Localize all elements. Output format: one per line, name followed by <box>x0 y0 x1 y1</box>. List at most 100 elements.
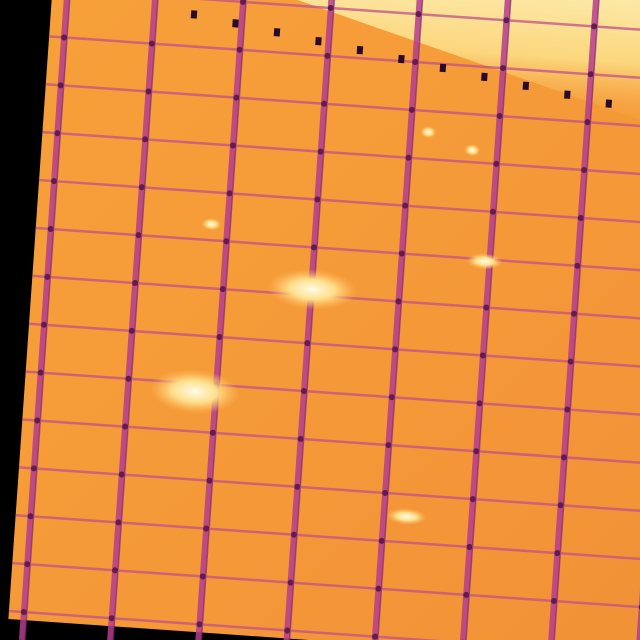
module-border <box>457 0 515 640</box>
clamp-dot <box>317 148 324 155</box>
clamp-dot <box>54 130 61 137</box>
clamp-dot <box>408 106 415 113</box>
clamp-dot <box>327 4 334 11</box>
module-border-shadow <box>550 0 603 640</box>
clamp-dot <box>301 388 308 395</box>
clamp-dot <box>463 591 470 598</box>
clamp-dot <box>591 23 598 30</box>
clamp-dot <box>314 196 321 203</box>
cell-border <box>25 370 640 418</box>
clamp-dot <box>125 375 132 382</box>
clamp-dot <box>203 525 210 532</box>
cell-border <box>22 418 640 466</box>
hot-spot <box>149 369 240 414</box>
clamp-dot <box>145 88 152 95</box>
clamp-dot <box>473 448 480 455</box>
clamp-dot <box>587 71 594 78</box>
module-border <box>194 0 251 640</box>
module-border <box>18 0 76 640</box>
bolt <box>398 54 405 64</box>
clamp-dot <box>584 119 591 126</box>
module-border <box>545 0 602 640</box>
bolt <box>481 72 488 82</box>
clamp-dot <box>571 310 578 317</box>
clamp-dot <box>216 334 223 341</box>
clamp-dot <box>412 59 419 66</box>
clamp-dot <box>574 262 581 269</box>
bolt <box>273 28 281 37</box>
module-border-shadow <box>199 0 252 640</box>
cell-border <box>35 226 640 274</box>
clamp-dot <box>20 609 27 616</box>
clamp-dot <box>561 454 568 461</box>
panel-array <box>8 0 640 640</box>
clamp-dot <box>196 621 203 628</box>
module-border-shadow <box>463 0 515 640</box>
clamp-dot <box>24 561 31 568</box>
clamp-dot <box>557 502 564 509</box>
clamp-dot <box>398 250 405 257</box>
bolt <box>232 19 239 28</box>
hot-spot <box>464 144 481 157</box>
clamp-dot <box>550 598 557 605</box>
clamp-dot <box>135 232 142 239</box>
clamp-dot <box>483 304 490 311</box>
clamp-dot <box>223 238 230 245</box>
clamp-dot <box>577 214 584 221</box>
clamp-dot <box>40 321 47 328</box>
clamp-dot <box>554 550 561 557</box>
clamp-dot <box>567 358 574 365</box>
module-border-shadow <box>375 0 428 640</box>
clamp-dot <box>61 34 68 41</box>
clamp-dot <box>405 154 412 161</box>
module-border-shadow <box>111 0 164 640</box>
clamp-dot <box>324 52 331 59</box>
cell-border <box>15 513 640 562</box>
clamp-dot <box>496 113 503 120</box>
module-border <box>370 0 427 640</box>
clamp-dot <box>503 17 510 24</box>
hot-spot <box>386 508 427 525</box>
clamp-dot <box>236 46 243 53</box>
clamp-dot <box>219 286 226 293</box>
clamp-dot <box>493 160 500 167</box>
clamp-dot <box>112 567 119 574</box>
clamp-dot <box>51 178 58 185</box>
clamp-dot <box>294 483 301 490</box>
cell-border <box>52 0 640 35</box>
cell-border <box>42 130 640 179</box>
bolt <box>356 45 364 55</box>
cell-border <box>45 83 640 131</box>
clamp-dot <box>392 346 399 353</box>
clamp-dot <box>297 435 304 442</box>
clamp-dot <box>209 429 216 436</box>
module-border <box>106 0 163 640</box>
clamp-dot <box>30 465 37 472</box>
clamp-dot <box>142 136 149 143</box>
clamp-dot <box>479 352 486 359</box>
clamp-dot <box>469 496 476 503</box>
hot-spot <box>420 126 437 139</box>
clamp-dot <box>500 65 507 72</box>
cell-border <box>38 178 640 226</box>
clamp-dot <box>304 340 311 347</box>
clamp-dot <box>402 202 409 209</box>
bolt <box>315 37 322 46</box>
clamp-dot <box>108 615 115 622</box>
clamp-dot <box>34 417 41 424</box>
clamp-dot <box>415 11 422 18</box>
clamp-dot <box>311 244 318 251</box>
clamp-dot <box>489 208 496 215</box>
cell-border <box>12 561 640 610</box>
clamp-dot <box>27 513 34 520</box>
hot-spot <box>267 269 358 310</box>
clamp-dot <box>122 423 129 430</box>
cell-border <box>49 35 640 83</box>
clamp-dot <box>476 400 483 407</box>
clamp-dot <box>226 190 233 197</box>
bolt <box>190 10 198 19</box>
clamp-dot <box>128 327 135 334</box>
clamp-dot <box>229 142 236 149</box>
clamp-dot <box>44 273 51 280</box>
